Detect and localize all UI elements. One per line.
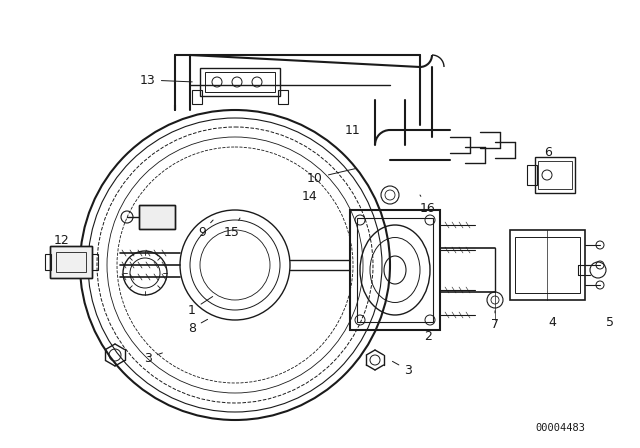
Bar <box>192 90 202 104</box>
Text: 13: 13 <box>140 73 192 86</box>
Text: 16: 16 <box>420 195 436 215</box>
Bar <box>278 90 288 104</box>
Text: 14: 14 <box>302 190 318 202</box>
Bar <box>350 210 440 330</box>
Bar <box>50 246 92 278</box>
Bar <box>56 252 86 272</box>
Text: 4: 4 <box>548 315 556 328</box>
Bar <box>538 161 572 189</box>
Bar <box>139 205 175 229</box>
Bar <box>357 218 433 322</box>
Bar <box>200 68 280 96</box>
Text: 6: 6 <box>544 146 552 159</box>
Bar <box>92 254 98 270</box>
Text: 12: 12 <box>54 233 70 246</box>
Text: 00004483: 00004483 <box>535 423 585 433</box>
Bar <box>510 230 585 300</box>
Text: 15: 15 <box>224 218 240 238</box>
Text: 1: 1 <box>188 297 212 316</box>
Bar <box>50 246 92 278</box>
Bar <box>205 72 275 92</box>
Text: 5: 5 <box>606 315 614 328</box>
Text: 10: 10 <box>307 168 355 185</box>
Bar <box>515 237 580 293</box>
Text: 9: 9 <box>198 220 213 238</box>
Bar <box>527 165 537 185</box>
Text: 7: 7 <box>491 311 499 332</box>
Text: 3: 3 <box>392 362 412 376</box>
Text: 2: 2 <box>424 329 432 343</box>
Text: 11: 11 <box>345 124 361 137</box>
Bar <box>45 254 51 270</box>
Text: 3: 3 <box>144 352 163 365</box>
Text: 8: 8 <box>188 319 207 335</box>
Bar <box>535 157 575 193</box>
Bar <box>139 205 175 229</box>
